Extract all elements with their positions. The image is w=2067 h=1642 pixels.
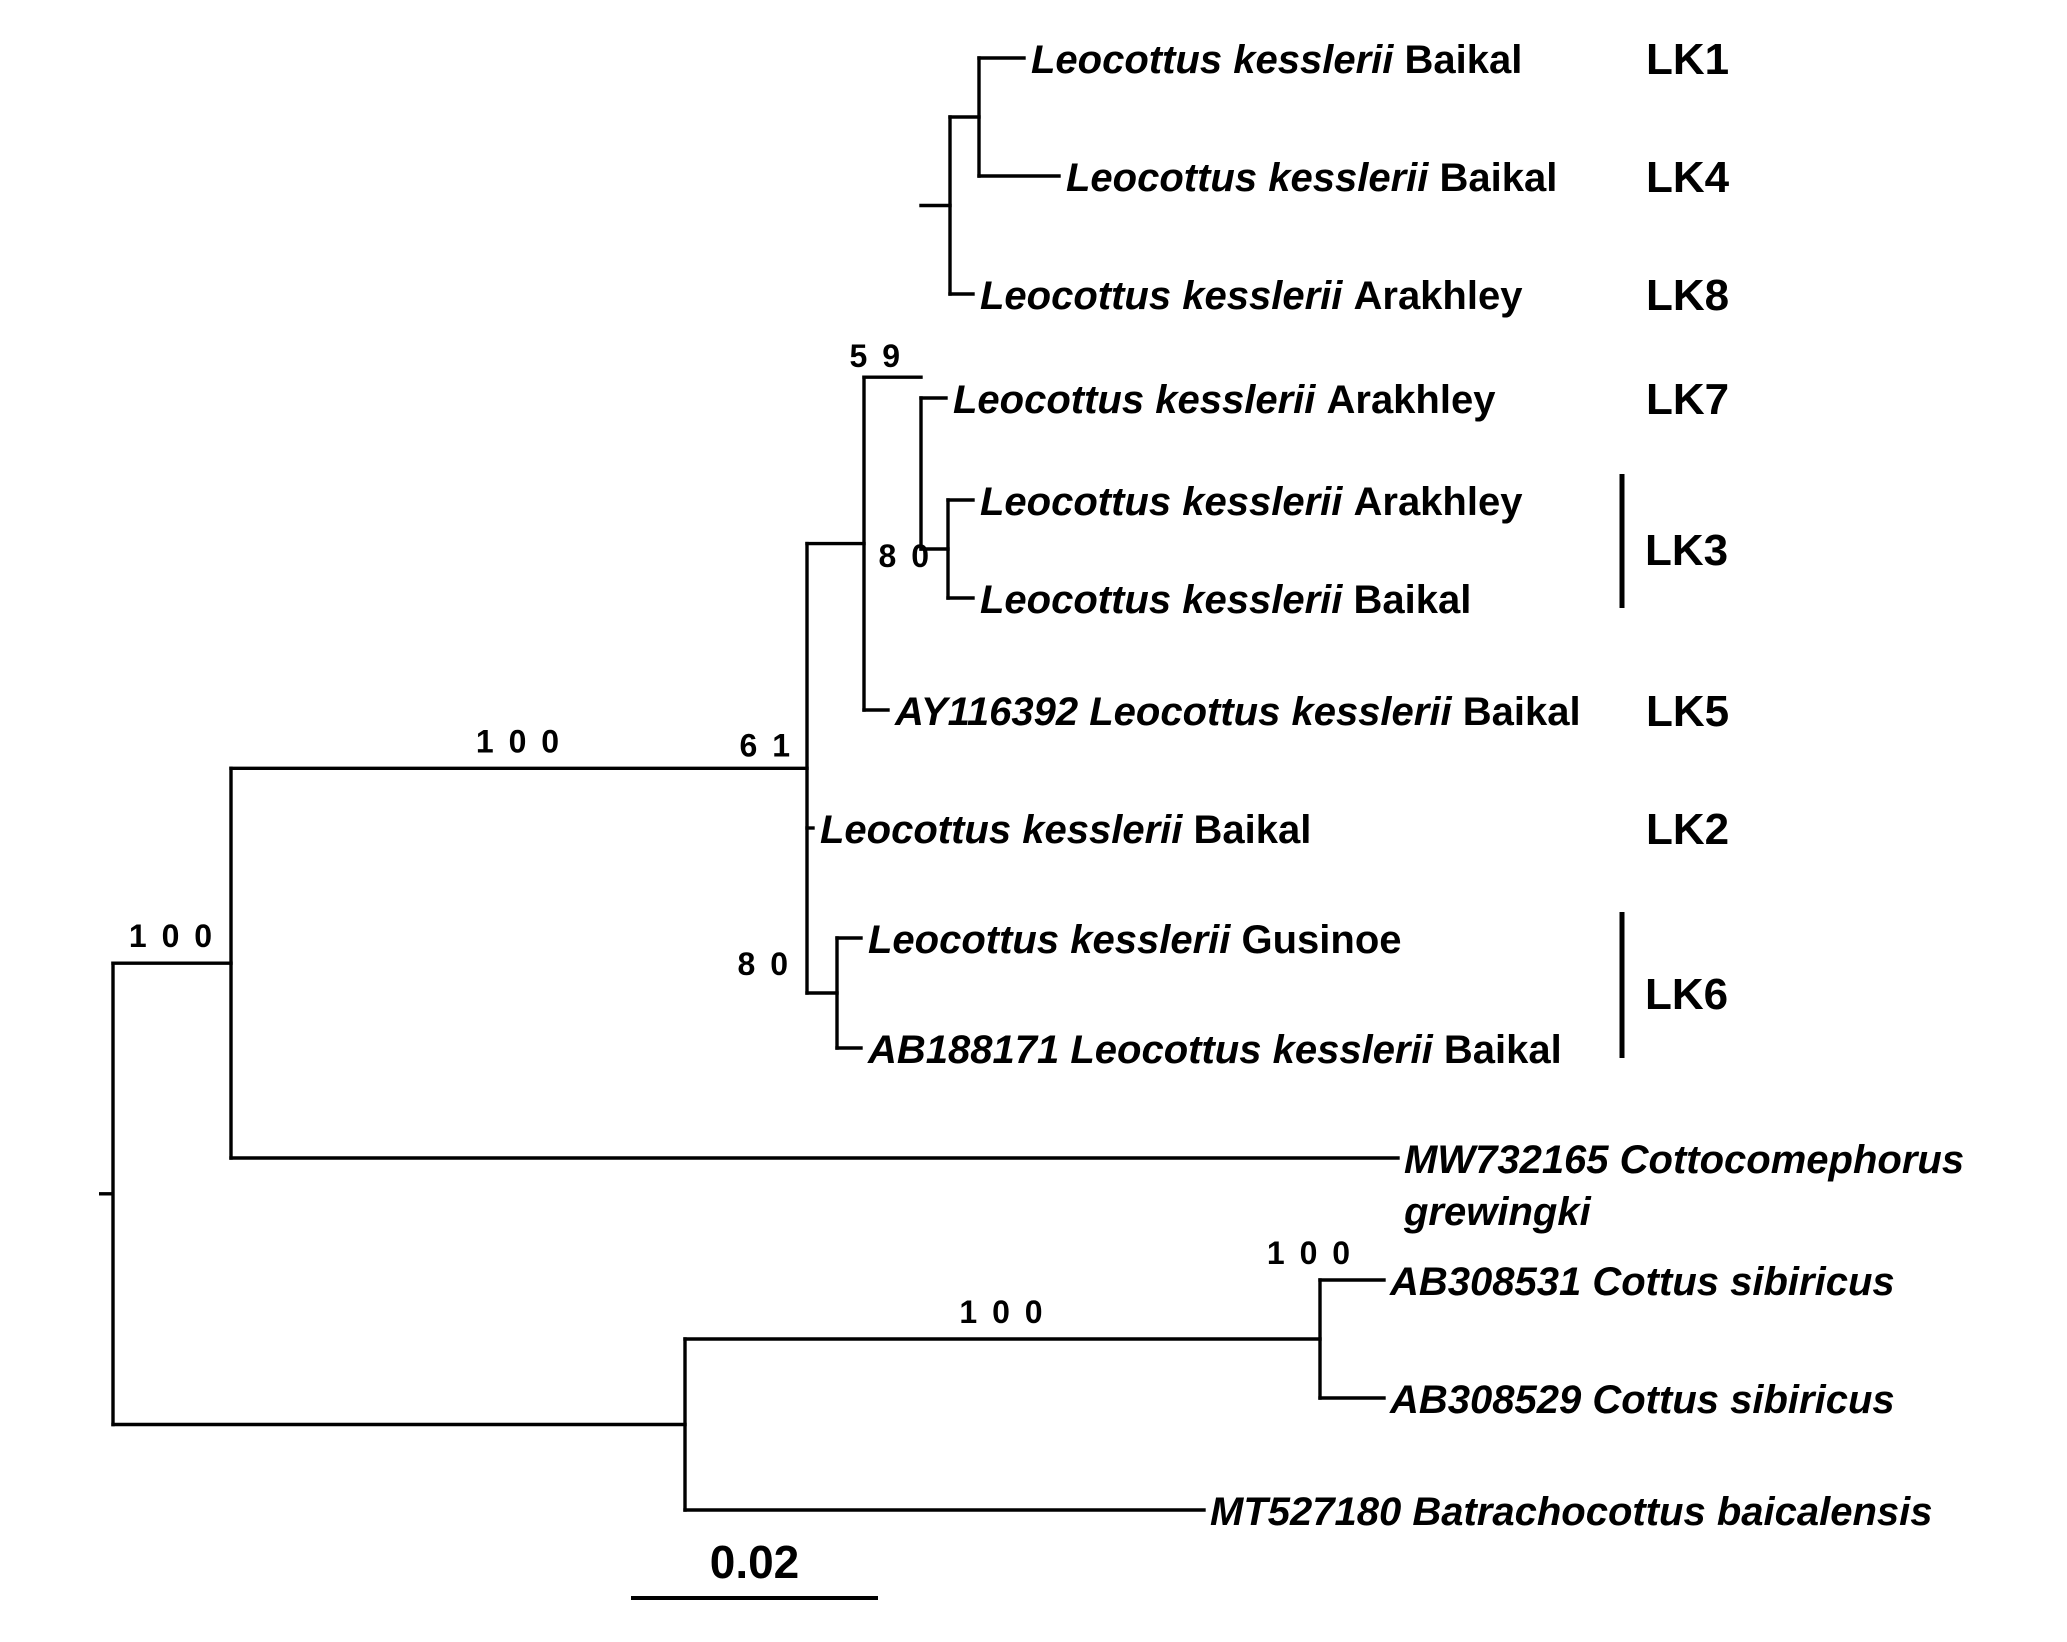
svg-text:MT527180 Batrachocottus baical: MT527180 Batrachocottus baicalensis [1210, 1490, 1933, 1534]
svg-text:LK6: LK6 [1645, 970, 1728, 1019]
svg-text:AB308531 Cottus sibiricus: AB308531 Cottus sibiricus [1389, 1260, 1895, 1304]
svg-text:AY116392 Leocottus kesslerii B: AY116392 Leocottus kesslerii Baikal [894, 690, 1581, 734]
svg-text:Leocottus kesslerii Gusinoe: Leocottus kesslerii Gusinoe [868, 918, 1402, 962]
svg-text:grewingki: grewingki [1403, 1190, 1592, 1234]
svg-text:1 0 0: 1 0 0 [1267, 1235, 1353, 1271]
svg-text:1 0 0: 1 0 0 [959, 1294, 1045, 1330]
svg-text:0.02: 0.02 [710, 1536, 800, 1588]
svg-text:Leocottus kesslerii Baikal: Leocottus kesslerii Baikal [820, 808, 1311, 852]
svg-text:LK5: LK5 [1646, 687, 1729, 736]
svg-text:5 9: 5 9 [850, 338, 903, 374]
svg-text:Leocottus kesslerii Baikal: Leocottus kesslerii Baikal [980, 578, 1471, 622]
svg-text:6 1: 6 1 [740, 727, 793, 763]
svg-text:LK7: LK7 [1646, 375, 1729, 424]
svg-text:1 0 0: 1 0 0 [476, 723, 562, 759]
svg-text:AB308529 Cottus sibiricus: AB308529 Cottus sibiricus [1389, 1378, 1895, 1422]
svg-text:LK2: LK2 [1646, 805, 1729, 854]
svg-text:1 0 0: 1 0 0 [129, 918, 215, 954]
svg-text:LK4: LK4 [1646, 153, 1730, 202]
svg-text:Leocottus kesslerii Arakhley: Leocottus kesslerii Arakhley [980, 274, 1523, 318]
svg-text:LK1: LK1 [1646, 35, 1729, 84]
svg-text:Leocottus kesslerii Arakhley: Leocottus kesslerii Arakhley [953, 378, 1496, 422]
svg-text:8 0: 8 0 [879, 538, 932, 574]
svg-text:8 0: 8 0 [738, 946, 791, 982]
svg-text:Leocottus kesslerii Baikal: Leocottus kesslerii Baikal [1066, 156, 1557, 200]
svg-text:LK8: LK8 [1646, 271, 1729, 320]
svg-text:LK3: LK3 [1645, 526, 1728, 575]
svg-text:Leocottus kesslerii Baikal: Leocottus kesslerii Baikal [1031, 38, 1522, 82]
svg-text:AB188171 Leocottus kesslerii B: AB188171 Leocottus kesslerii Baikal [867, 1028, 1562, 1072]
svg-text:MW732165 Cottocomephorus: MW732165 Cottocomephorus [1404, 1138, 1964, 1182]
svg-text:Leocottus kesslerii Arakhley: Leocottus kesslerii Arakhley [980, 480, 1523, 524]
